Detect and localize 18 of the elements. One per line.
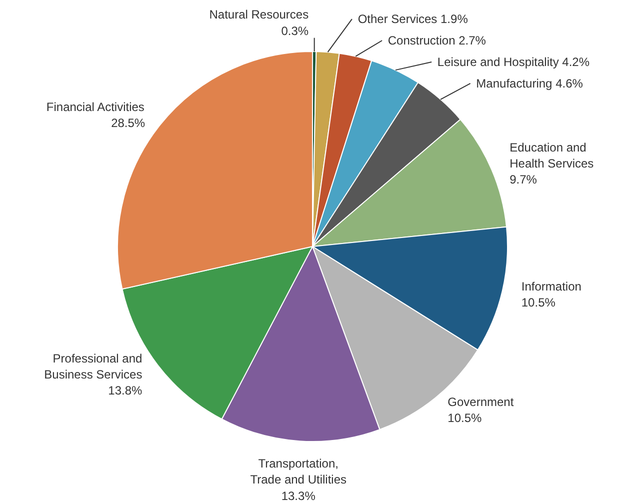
data-label: 10.5% [521, 295, 556, 310]
slice-label: Construction 2.7% [388, 34, 486, 48]
slice-label: Leisure and Hospitality 4.2% [437, 54, 590, 69]
data-label: 28.5% [111, 116, 146, 130]
slice-label: Professional and Business Services [44, 351, 142, 382]
data-label: 13.8% [108, 384, 143, 398]
slice-label: Transportation, Trade and Utilities [250, 456, 346, 487]
data-label: 9.7% [510, 172, 538, 187]
slice-label: Natural Resources [209, 8, 309, 22]
data-label: 13.3% [281, 488, 316, 502]
slice-label: Education and Health Services [510, 140, 594, 170]
slice-label: Financial Activities [46, 100, 144, 114]
slice-label: Manufacturing 4.6% [476, 76, 584, 90]
data-label: 10.5% [448, 411, 482, 426]
data-label: 0.3% [281, 24, 309, 38]
slice-label: Other Services 1.9% [358, 12, 468, 26]
slice-label: Government [448, 394, 514, 409]
slice-label: Information [521, 279, 582, 294]
